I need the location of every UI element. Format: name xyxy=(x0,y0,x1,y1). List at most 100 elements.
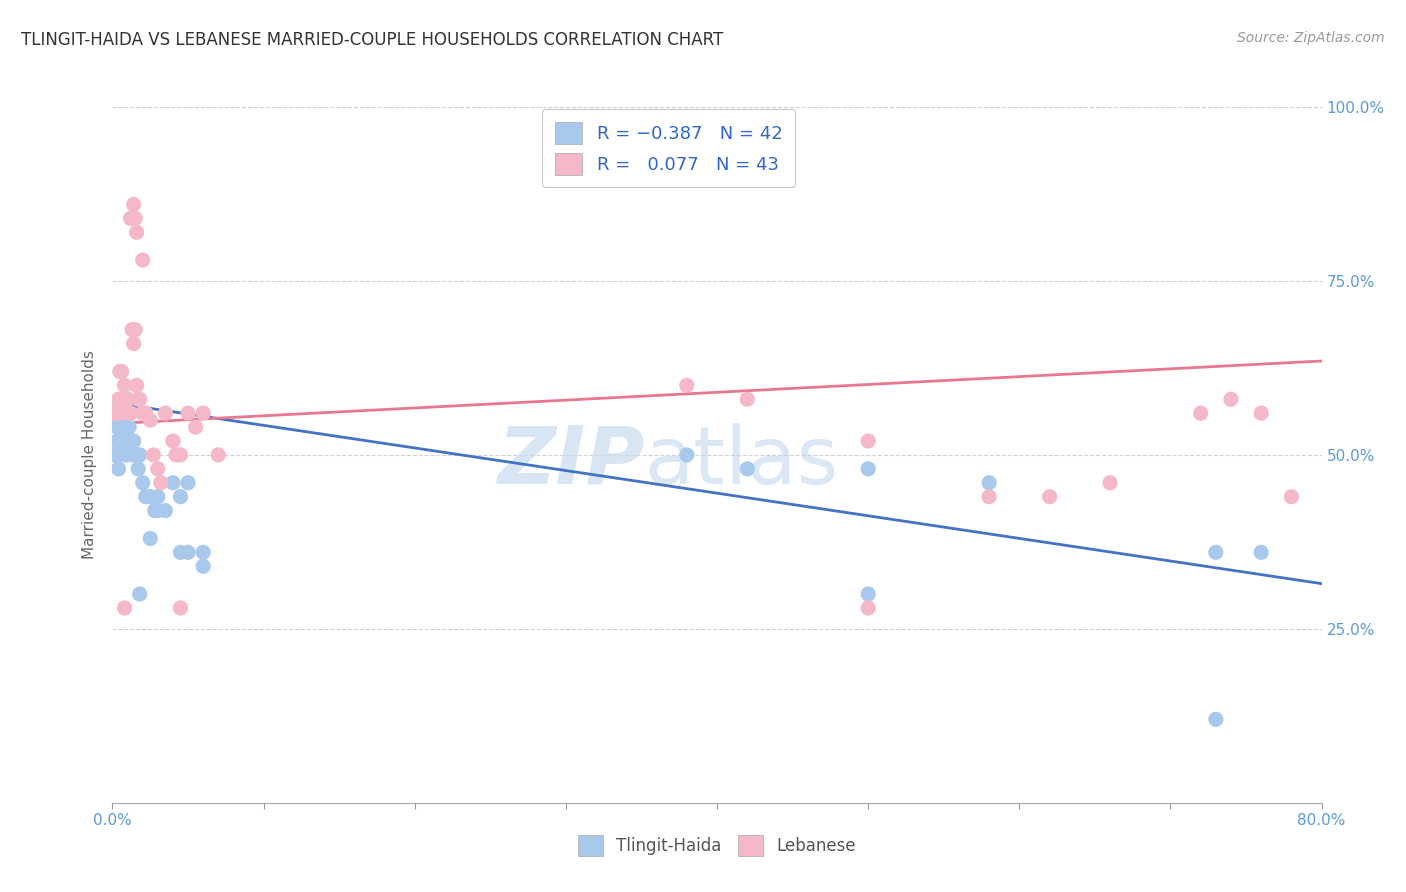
Point xyxy=(155,503,177,517)
Point xyxy=(121,448,143,462)
Point xyxy=(118,406,141,420)
Point xyxy=(114,601,136,615)
Point xyxy=(139,490,162,504)
Point xyxy=(103,448,125,462)
Point xyxy=(143,503,166,517)
Point xyxy=(114,434,136,448)
Point xyxy=(191,559,214,574)
Point xyxy=(737,462,759,476)
Point xyxy=(115,448,138,462)
Point xyxy=(110,420,132,434)
Point xyxy=(104,399,127,413)
Point xyxy=(856,587,880,601)
Point xyxy=(142,448,165,462)
Point xyxy=(135,490,157,504)
Point xyxy=(675,448,697,462)
Point xyxy=(1205,712,1227,726)
Point xyxy=(114,378,136,392)
Point xyxy=(108,392,131,407)
Point xyxy=(207,448,229,462)
Point xyxy=(122,336,145,351)
Point xyxy=(146,462,169,476)
Point xyxy=(112,420,135,434)
Point xyxy=(125,378,148,392)
Point xyxy=(117,392,139,407)
Text: ZIP: ZIP xyxy=(498,423,644,501)
Point xyxy=(107,448,129,462)
Point xyxy=(1220,392,1243,407)
Point xyxy=(104,413,127,427)
Point xyxy=(675,378,697,392)
Point xyxy=(125,225,148,239)
Point xyxy=(110,406,132,420)
Point xyxy=(977,490,1000,504)
Point xyxy=(169,448,191,462)
Point xyxy=(128,448,150,462)
Point xyxy=(177,475,200,490)
Point xyxy=(856,434,880,448)
Point xyxy=(107,462,129,476)
Point xyxy=(169,545,191,559)
Point xyxy=(191,545,214,559)
Point xyxy=(112,406,135,420)
Point xyxy=(127,462,149,476)
Point xyxy=(191,406,214,420)
Point xyxy=(737,392,759,407)
Point xyxy=(118,420,141,434)
Point xyxy=(856,601,880,615)
Point xyxy=(105,406,128,420)
Point xyxy=(162,475,184,490)
Point xyxy=(105,448,128,462)
Y-axis label: Married-couple Households: Married-couple Households xyxy=(82,351,97,559)
Point xyxy=(135,406,157,420)
Point xyxy=(162,434,184,448)
Point xyxy=(105,420,128,434)
Point xyxy=(155,406,177,420)
Point xyxy=(177,406,200,420)
Point xyxy=(1205,545,1227,559)
Point xyxy=(105,434,128,448)
Point xyxy=(165,448,187,462)
Point xyxy=(115,392,138,407)
Point xyxy=(124,448,146,462)
Point xyxy=(104,406,127,420)
Point xyxy=(103,406,125,420)
Point xyxy=(146,490,169,504)
Point xyxy=(139,532,162,546)
Point xyxy=(128,587,150,601)
Text: Source: ZipAtlas.com: Source: ZipAtlas.com xyxy=(1237,31,1385,45)
Legend: Tlingit-Haida, Lebanese: Tlingit-Haida, Lebanese xyxy=(569,827,865,864)
Point xyxy=(146,503,169,517)
Point xyxy=(108,364,131,378)
Point xyxy=(149,475,172,490)
Point xyxy=(103,406,125,420)
Point xyxy=(120,211,142,226)
Point xyxy=(122,434,145,448)
Point xyxy=(132,475,155,490)
Point xyxy=(110,364,132,378)
Text: atlas: atlas xyxy=(644,423,839,501)
Point xyxy=(1279,490,1302,504)
Point xyxy=(132,406,155,420)
Point xyxy=(132,253,155,268)
Point xyxy=(124,323,146,337)
Point xyxy=(977,475,1000,490)
Point xyxy=(184,420,207,434)
Point xyxy=(107,392,129,407)
Point xyxy=(1250,406,1272,420)
Point xyxy=(1098,475,1121,490)
Point xyxy=(112,392,135,407)
Point xyxy=(121,323,143,337)
Point xyxy=(117,392,139,407)
Point xyxy=(177,545,200,559)
Point xyxy=(1189,406,1212,420)
Point xyxy=(856,462,880,476)
Point xyxy=(120,406,142,420)
Point xyxy=(122,197,145,211)
Text: TLINGIT-HAIDA VS LEBANESE MARRIED-COUPLE HOUSEHOLDS CORRELATION CHART: TLINGIT-HAIDA VS LEBANESE MARRIED-COUPLE… xyxy=(21,31,723,49)
Point xyxy=(124,211,146,226)
Point xyxy=(125,448,148,462)
Point xyxy=(169,601,191,615)
Point xyxy=(169,490,191,504)
Point xyxy=(120,434,142,448)
